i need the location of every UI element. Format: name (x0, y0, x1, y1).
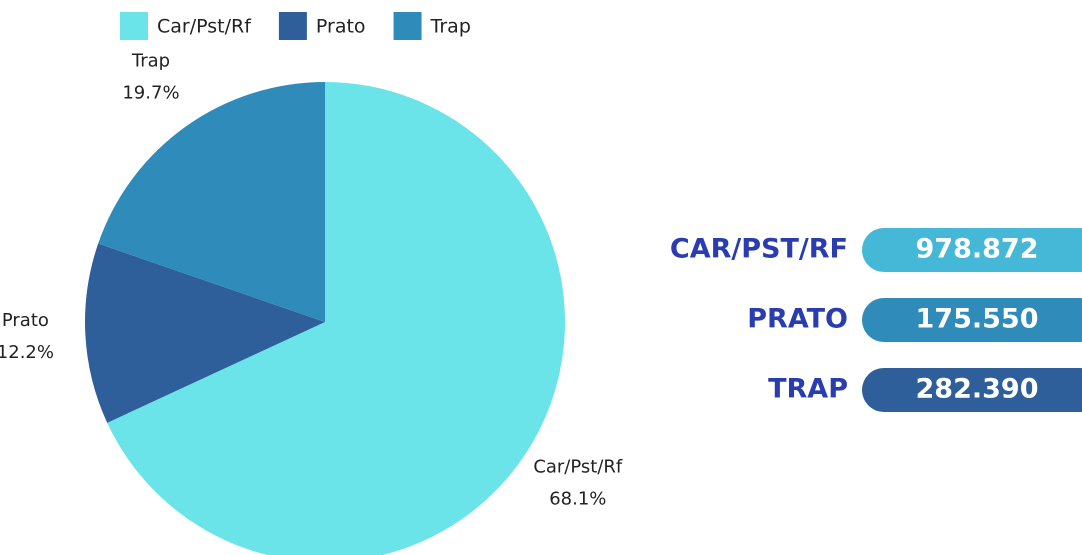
legend-label: Trap (430, 16, 471, 38)
summary-pill (862, 298, 1082, 342)
summary-pill (862, 368, 1082, 412)
slice-label: Trap (131, 51, 170, 72)
slice-label: Prato (2, 310, 49, 331)
legend-label: Prato (316, 16, 366, 38)
pie-slice (85, 243, 325, 423)
summary-value: 282.390 (916, 374, 1039, 405)
summary-label: CAR/PST/RF (670, 234, 848, 265)
summary-value: 175.550 (916, 304, 1039, 335)
slice-label: Car/Pst/Rf (533, 457, 623, 478)
pie-slice (98, 82, 325, 322)
slice-value: 12.2% (0, 342, 54, 363)
summary-label: TRAP (768, 374, 848, 405)
legend-swatch (120, 12, 148, 40)
summary-label: PRATO (747, 304, 848, 335)
slice-value: 19.7% (122, 83, 179, 104)
summary-value: 978.872 (916, 234, 1039, 265)
legend-swatch (278, 12, 307, 40)
slice-value: 68.1% (549, 489, 606, 510)
pie-slice (107, 82, 565, 555)
summary-pill (862, 228, 1082, 272)
legend-swatch (393, 12, 422, 40)
legend-label: Car/Pst/Rf (157, 16, 252, 38)
